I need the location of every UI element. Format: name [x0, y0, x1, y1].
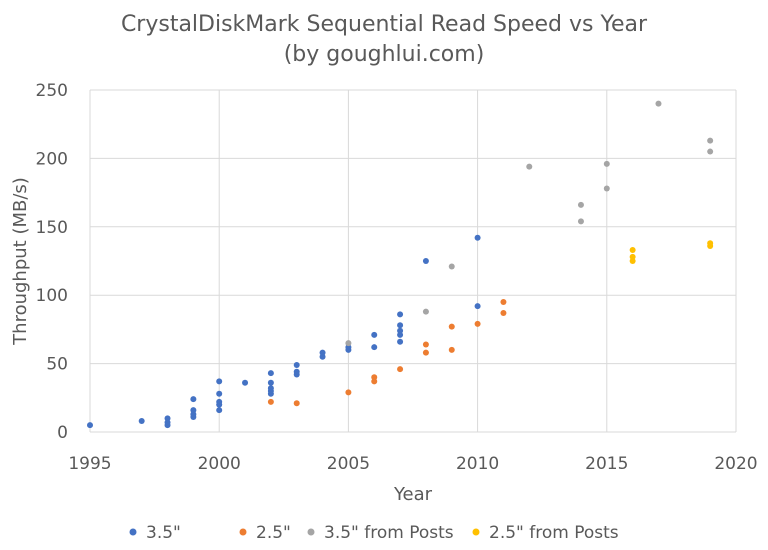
data-point: [371, 344, 378, 351]
y-tick-label: 250: [36, 81, 68, 101]
data-point: [629, 247, 636, 254]
y-tick-labels: 0 50 100 150 200 250: [36, 81, 68, 443]
y-tick-label: 150: [36, 218, 68, 238]
data-point: [448, 323, 455, 330]
data-point: [577, 218, 584, 225]
data-point: [190, 396, 197, 403]
x-tick-label: 2005: [327, 454, 370, 474]
data-point: [474, 303, 481, 310]
data-point: [267, 398, 274, 405]
x-tick-label: 1995: [68, 454, 111, 474]
legend-marker: [307, 528, 315, 536]
data-point: [319, 353, 326, 360]
data-point: [267, 379, 274, 386]
data-point: [422, 349, 429, 356]
data-point: [422, 258, 429, 264]
x-tick-label: 2015: [585, 454, 628, 474]
data-point: [371, 374, 378, 381]
data-point: [190, 407, 197, 414]
legend-label: 2.5" from Posts: [489, 523, 619, 543]
data-point: [371, 378, 378, 385]
data-point: [138, 418, 145, 425]
x-axis-title: Year: [393, 484, 433, 505]
data-point: [422, 341, 429, 348]
data-point: [164, 419, 171, 426]
data-point: [707, 240, 714, 247]
y-tick-label: 100: [36, 286, 68, 306]
data-point: [577, 201, 584, 208]
y-axis-title: Throughput (MB/s): [10, 177, 31, 346]
legend-label: 3.5": [146, 523, 181, 543]
data-point: [655, 100, 662, 107]
data-points: [87, 100, 714, 429]
data-point: [526, 163, 533, 170]
data-point: [500, 299, 507, 306]
data-point: [216, 407, 223, 414]
data-point: [216, 398, 223, 405]
legend: 3.5" 2.5" 3.5" from Posts 2.5" from Posts: [129, 523, 619, 543]
legend-marker: [472, 528, 480, 536]
data-point: [216, 390, 223, 397]
data-point: [345, 340, 352, 347]
data-point: [190, 411, 197, 418]
data-point: [345, 344, 352, 351]
data-point: [397, 311, 404, 318]
x-tick-label: 2000: [198, 454, 241, 474]
data-point: [164, 415, 171, 422]
data-point: [267, 370, 274, 377]
legend-label: 3.5" from Posts: [324, 523, 454, 543]
x-tick-label: 2020: [714, 454, 757, 474]
data-point: [500, 309, 507, 316]
data-point: [707, 148, 714, 155]
data-point: [293, 400, 300, 407]
data-point: [319, 349, 326, 356]
legend-marker: [129, 528, 137, 536]
data-point: [474, 320, 481, 327]
legend-label: 2.5": [256, 523, 291, 543]
chart-subtitle: (by goughlui.com): [284, 42, 485, 67]
data-point: [87, 422, 93, 429]
data-point: [371, 331, 378, 338]
data-point: [448, 263, 455, 270]
gridlines: [89, 89, 737, 433]
data-point: [397, 331, 404, 338]
y-tick-label: 50: [46, 355, 68, 375]
data-point: [293, 368, 300, 375]
data-point: [397, 322, 404, 329]
x-tick-labels: 1995 2000 2005 2010 2015 2020: [68, 454, 757, 474]
data-point: [397, 327, 404, 334]
data-point: [474, 234, 481, 241]
data-point: [267, 385, 274, 392]
data-point: [216, 378, 223, 385]
legend-marker: [239, 528, 247, 536]
data-point: [629, 258, 636, 264]
chart-title: CrystalDiskMark Sequential Read Speed vs…: [121, 12, 648, 37]
data-point: [242, 379, 249, 386]
y-tick-label: 200: [36, 149, 68, 169]
data-point: [448, 346, 455, 353]
data-point: [707, 137, 714, 144]
data-point: [293, 361, 300, 368]
data-point: [345, 389, 352, 396]
y-tick-label: 0: [57, 423, 68, 443]
data-point: [603, 185, 610, 192]
x-tick-label: 2010: [456, 454, 499, 474]
data-point: [603, 160, 610, 167]
data-point: [397, 366, 404, 373]
data-point: [397, 338, 404, 345]
data-point: [422, 308, 429, 315]
data-point: [629, 253, 636, 260]
